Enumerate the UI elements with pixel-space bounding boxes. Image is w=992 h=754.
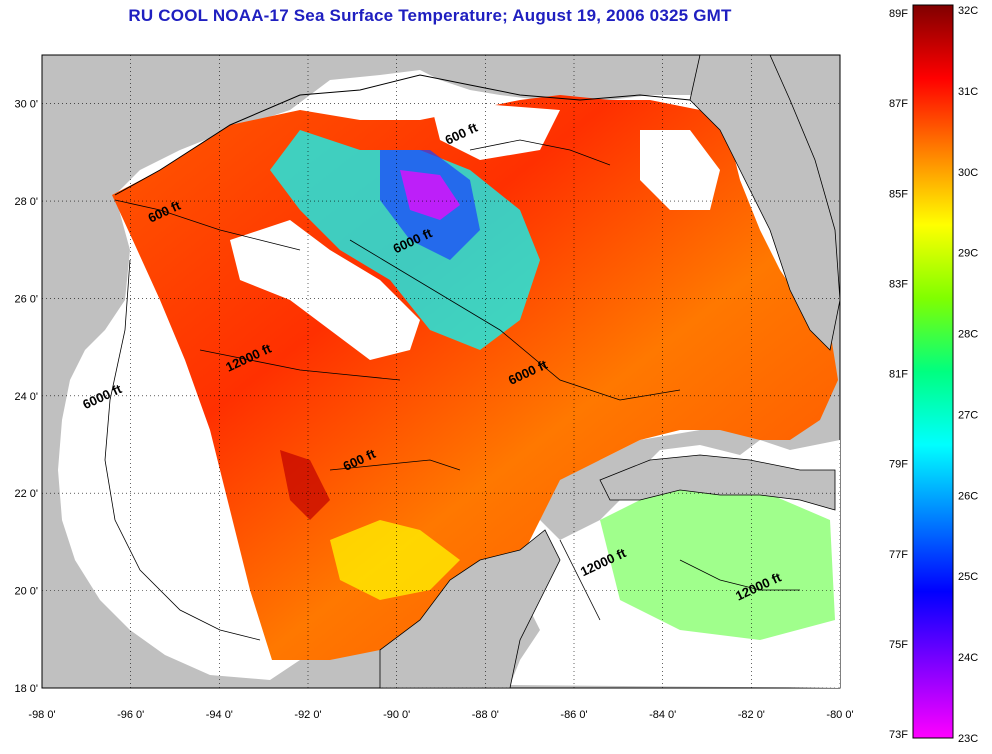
- cool-water-patch: [270, 130, 540, 350]
- colorbar-fahrenheit-label: 77F: [889, 549, 908, 561]
- colorbar-celsius-label: 31C: [958, 86, 978, 98]
- longitude-tick-label: -92 0': [294, 709, 321, 721]
- longitude-tick-label: -80 0': [826, 709, 853, 721]
- latitude-tick-label: 18 0': [14, 683, 38, 695]
- latitude-tick-label: 26 0': [14, 293, 38, 305]
- colorbar-celsius-label: 25C: [958, 571, 978, 583]
- cloud-blob: [230, 220, 420, 360]
- map-grid: [41, 55, 841, 689]
- colorbar-celsius-label: 24C: [958, 652, 978, 664]
- depth-contour-600ft: [114, 139, 611, 471]
- latitude-tick-label: 24 0': [14, 391, 38, 403]
- colorbar-fahrenheit-label: 87F: [889, 98, 908, 110]
- longitude-tick-label: -96 0': [117, 709, 144, 721]
- colorbar-fahrenheit-label: 89F: [889, 8, 908, 20]
- latitude-tick-label: 28 0': [14, 196, 38, 208]
- colorbar-fahrenheit-labels: 89F 87F 85F 83F 81F 79F 77F 75F 73F: [889, 8, 908, 741]
- latitude-tick-label: 20 0': [14, 586, 38, 598]
- colorbar-fahrenheit-label: 83F: [889, 278, 908, 290]
- cuba-land: [599, 454, 836, 511]
- yucatan-land: [379, 529, 561, 689]
- colorbar-gradient: [912, 4, 954, 739]
- map-title: RU COOL NOAA-17 Sea Surface Temperature;…: [128, 6, 732, 25]
- colorbar-fahrenheit-label: 85F: [889, 188, 908, 200]
- cloud-blob: [430, 100, 560, 160]
- magenta-water-patch: [400, 170, 460, 220]
- florida-land: [689, 54, 841, 351]
- gulf-coastline: [114, 74, 691, 196]
- depth-contour-12000ft: [199, 349, 800, 621]
- latitude-tick-label: 22 0': [14, 488, 38, 500]
- longitude-tick-label: -82 0': [738, 709, 765, 721]
- warm-core-patch: [280, 450, 330, 520]
- colorbar-fahrenheit-label: 73F: [889, 729, 908, 741]
- longitude-tick-label: -84 0': [649, 709, 676, 721]
- latitude-tick-label: 30 0': [14, 99, 38, 111]
- colorbar-fahrenheit-label: 79F: [889, 459, 908, 471]
- colorbar-celsius-label: 23C: [958, 733, 978, 745]
- green-water-patch: [600, 480, 835, 640]
- colorbar-celsius-label: 29C: [958, 248, 978, 260]
- colorbar-celsius-label: 32C: [958, 5, 978, 17]
- colorbar-celsius-label: 28C: [958, 329, 978, 341]
- yellow-water-patch: [330, 520, 460, 600]
- longitude-ticks: -98 0' -96 0' -94 0' -92 0' -90 0' -88 0' -86 …: [28, 709, 853, 721]
- longitude-tick-label: -86 0': [560, 709, 587, 721]
- colorbar-celsius-label: 30C: [958, 167, 978, 179]
- cloud-blob: [640, 130, 720, 210]
- colorbar-fahrenheit-label: 81F: [889, 369, 908, 381]
- colorbar-fahrenheit-label: 75F: [889, 639, 908, 651]
- colorbar-celsius-label: 27C: [958, 409, 978, 421]
- colorbar-celsius-label: 26C: [958, 490, 978, 502]
- depth-contour-6000ft: [104, 239, 681, 641]
- colorbar-celsius-labels: 32C 31C 30C 29C 28C 27C 26C 25C 24C 23C: [958, 5, 978, 745]
- longitude-tick-label: -90 0': [383, 709, 410, 721]
- longitude-tick-label: -88 0': [472, 709, 499, 721]
- longitude-tick-label: -94 0': [206, 709, 233, 721]
- latitude-ticks: 18 0' 20 0' 22 0' 24 0' 26 0' 28 0' 30 0': [14, 99, 38, 695]
- longitude-tick-label: -98 0': [28, 709, 55, 721]
